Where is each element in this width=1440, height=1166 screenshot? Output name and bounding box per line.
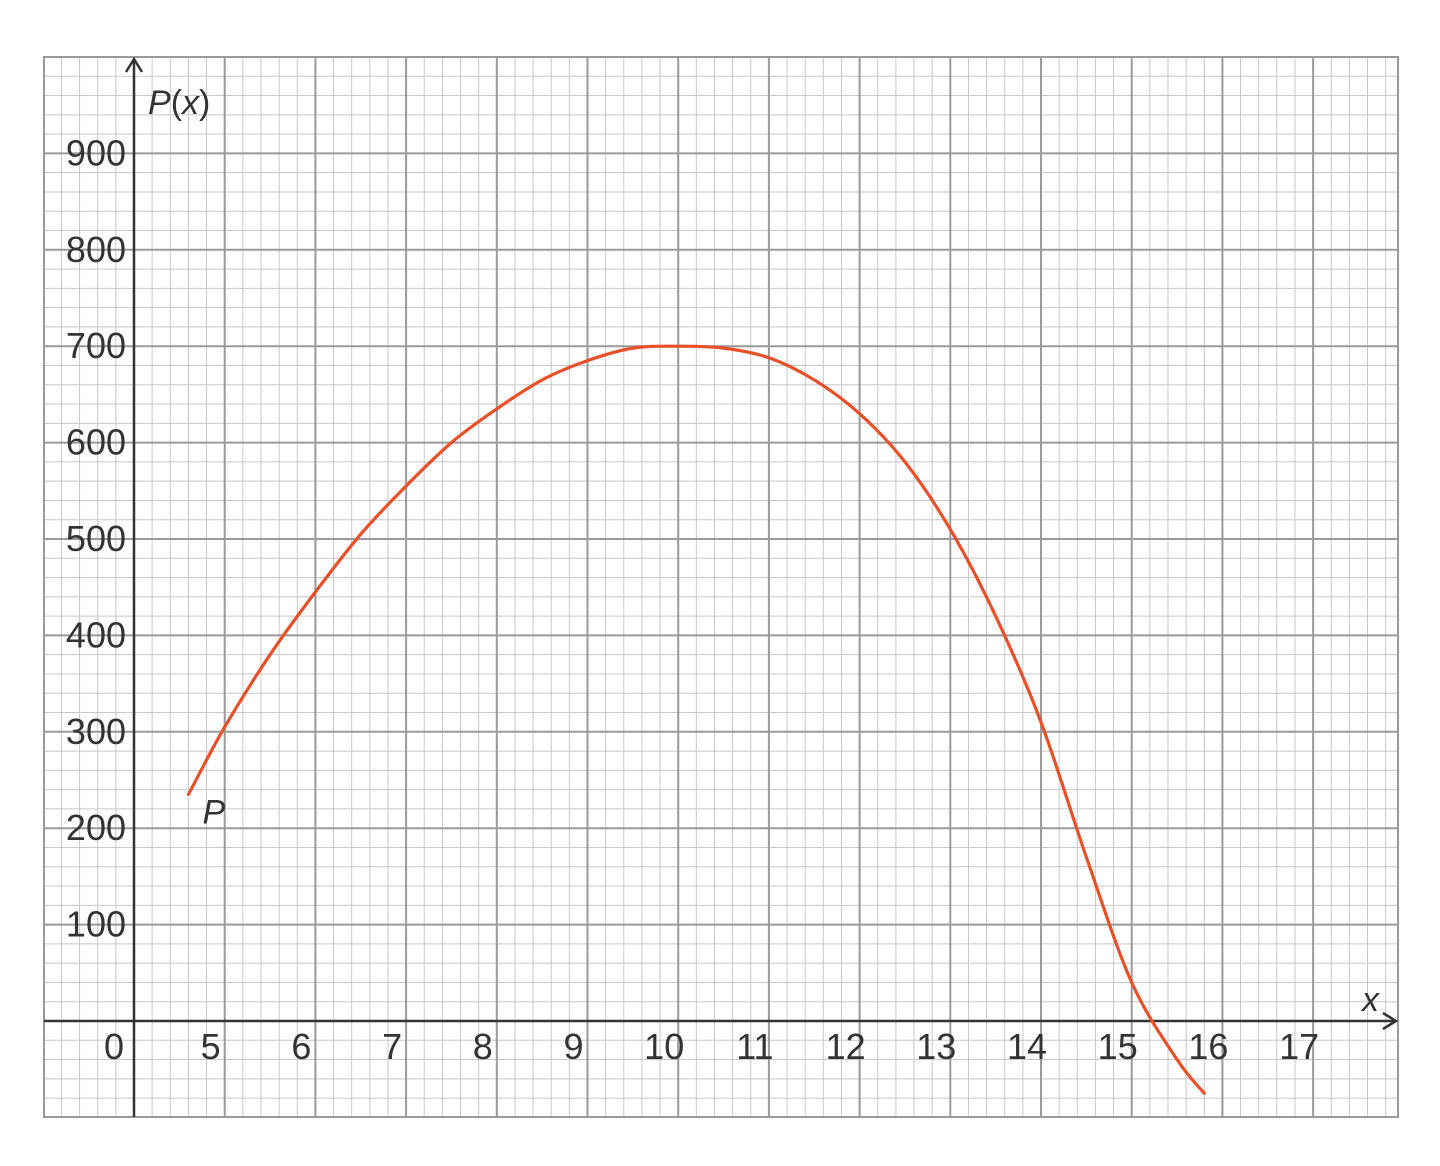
x-axis-arrowhead [1382,1011,1399,1031]
y-tick-label: 800 [66,229,126,270]
curve-label: P [202,793,225,831]
x-tick-label: 7 [382,1026,402,1067]
origin-label: 0 [104,1026,124,1067]
y-tick-label: 300 [66,711,126,752]
y-tick-labels: 100 200 300 400 500 600 700 800 900 [66,132,126,944]
x-tick-label: 6 [291,1026,311,1067]
y-tick-label: 900 [66,132,126,173]
grid-minor-lines [44,57,1398,1117]
y-tick-label: 600 [66,422,126,463]
x-tick-label: 14 [1007,1026,1047,1067]
y-axis-title-part: x [180,84,200,122]
x-tick-label: 16 [1188,1026,1228,1067]
x-tick-label: 17 [1279,1026,1319,1067]
y-tick-label: 500 [66,518,126,559]
x-tick-label: 9 [563,1026,583,1067]
x-tick-label: 11 [736,1026,773,1067]
plot-border [43,56,1399,1118]
x-tick-label: 8 [473,1026,493,1067]
y-tick-label: 200 [66,807,126,848]
x-axis-title: x [1360,981,1380,1019]
y-axis-title-part: P [148,84,171,122]
y-axis-title-part: ( [171,84,183,122]
x-tick-labels: 5 6 7 8 9 10 11 12 13 14 15 16 17 [201,1026,1319,1067]
axes [44,56,1399,1117]
x-tick-label: 15 [1098,1026,1138,1067]
y-tick-label: 100 [66,904,126,945]
y-tick-label: 400 [66,614,126,655]
grid-major-lines [44,57,1398,1117]
series-line-p [186,344,1206,1095]
y-axis-arrowhead [124,56,144,73]
y-axis-title: P(x) [148,84,210,122]
series-layer [186,344,1206,1095]
annotation-layer: P [202,793,225,831]
y-axis-title-part: ) [199,84,210,122]
x-tick-label: 5 [201,1026,221,1067]
y-tick-label: 700 [66,325,126,366]
x-tick-label: 12 [826,1026,866,1067]
x-tick-label: 13 [916,1026,956,1067]
x-tick-label: 10 [644,1026,684,1067]
